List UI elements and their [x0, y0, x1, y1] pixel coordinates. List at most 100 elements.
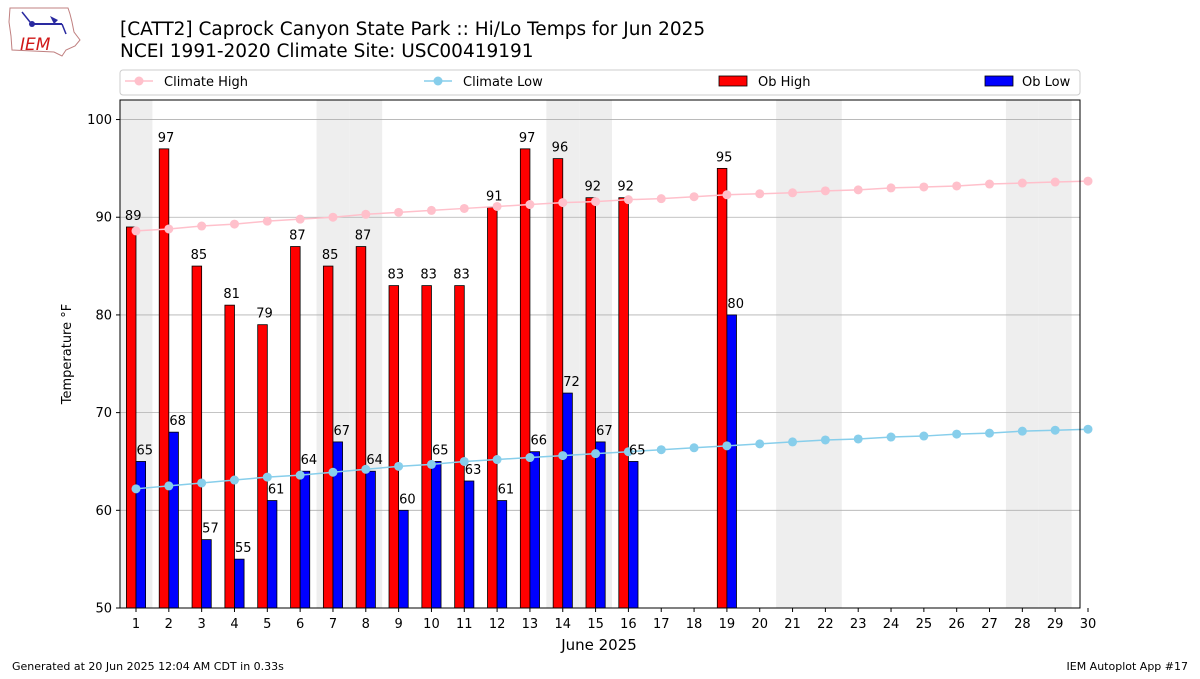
ob-low-bar [332, 441, 343, 609]
x-tick-label: 17 [653, 617, 670, 632]
x-tick-label: 1 [132, 617, 140, 632]
ob-low-value-label: 61 [268, 483, 285, 498]
ob-high-bar [290, 246, 301, 609]
climate-high-point [394, 207, 404, 217]
ob-high-bar [454, 285, 465, 609]
ob-low-value-label: 72 [563, 375, 580, 390]
x-tick-label: 19 [719, 617, 736, 632]
climate-low-point [591, 449, 601, 459]
x-axis-title: June 2025 [560, 636, 637, 654]
chart-title: [CATT2] Caprock Canyon State Park :: Hi/… [120, 19, 705, 40]
ob-low-bar [628, 461, 639, 609]
y-tick-label: 80 [95, 308, 112, 323]
x-tick-label: 7 [329, 617, 337, 632]
ob-high-bar [618, 197, 629, 609]
ob-high-value-label: 89 [125, 209, 142, 224]
ob-low-bar [365, 470, 376, 609]
climate-lines [131, 176, 1093, 494]
x-tick-label: 16 [620, 617, 637, 632]
climate-low-point [623, 447, 633, 457]
climate-high-point [755, 189, 765, 199]
x-tick-label: 9 [394, 617, 402, 632]
x-tick-label: 23 [850, 617, 867, 632]
ob-high-bar [585, 197, 596, 609]
ob-low-bar [135, 461, 147, 609]
bars [126, 148, 737, 609]
climate-high-point [229, 219, 239, 229]
ob-high-value-label: 95 [716, 150, 733, 165]
ob-high-bar [224, 304, 235, 609]
iem-logo: IEM [8, 7, 81, 57]
climate-high-point [853, 185, 863, 195]
climate-high-point [919, 182, 929, 192]
footer-app: IEM Autoplot App #17 [1067, 660, 1189, 673]
ob-high-value-label: 87 [289, 229, 306, 244]
climate-high-point [1050, 177, 1060, 187]
climate-low-point [229, 475, 239, 485]
weekend-band [1038, 100, 1072, 608]
ob-low-value-label: 65 [432, 443, 449, 458]
climate-low-point [131, 484, 141, 494]
ob-high-value-label: 85 [191, 248, 208, 263]
ob-low-value-label: 68 [169, 414, 186, 429]
ob-low-value-label: 65 [137, 443, 154, 458]
x-tick-label: 2 [165, 617, 173, 632]
legend-label: Climate High [164, 75, 248, 90]
ob-high-bar [519, 148, 531, 609]
x-tick-label: 18 [686, 617, 703, 632]
climate-high-point [426, 205, 436, 215]
climate-high-point [262, 216, 272, 226]
climate-low-point [1017, 426, 1027, 436]
climate-low-point [525, 453, 535, 463]
x-tick-label: 14 [554, 617, 571, 632]
ob-low-bar [431, 461, 442, 609]
climate-low-point [558, 451, 568, 461]
climate-high-point [1083, 176, 1093, 186]
ob-low-bar [201, 539, 212, 609]
ob-low-bar [595, 441, 606, 609]
climate-high-point [295, 214, 305, 224]
ob-high-value-label: 83 [420, 268, 437, 283]
ob-low-bar [562, 392, 573, 609]
climate-high-point [656, 194, 666, 204]
x-tick-label: 29 [1047, 617, 1064, 632]
y-axis-title: Temperature °F [60, 304, 75, 405]
climate-high-point [558, 198, 568, 208]
climate-low-point [919, 431, 929, 441]
ob-low-bar [463, 480, 475, 609]
climate-high-point [361, 209, 371, 219]
y-tick-label: 70 [95, 406, 112, 421]
ob-low-bar [496, 500, 508, 609]
ob-low-value-label: 63 [465, 463, 482, 478]
ob-low-bar [398, 509, 409, 609]
climate-low-point [164, 481, 174, 491]
ob-high-bar [322, 265, 334, 609]
ob-low-value-label: 64 [301, 453, 318, 468]
ob-high-value-label: 97 [519, 131, 536, 146]
climate-low-point [886, 432, 896, 442]
ob-high-value-label: 97 [158, 131, 175, 146]
legend-label: Climate Low [463, 75, 543, 90]
climate-high-line [135, 180, 1089, 232]
ob-low-value-label: 55 [235, 541, 252, 556]
ob-low-value-label: 66 [530, 434, 547, 449]
climate-low-point [755, 439, 765, 449]
ob-high-value-label: 85 [322, 248, 339, 263]
ob-high-bar [388, 285, 400, 609]
climate-high-point [492, 201, 502, 211]
climate-high-point [952, 181, 962, 191]
climate-low-marker-icon [433, 76, 443, 86]
chart-subtitle: NCEI 1991-2020 Climate Site: USC00419191 [120, 41, 534, 62]
climate-low-point [328, 467, 338, 477]
climate-low-point [689, 443, 699, 453]
legend: Climate High Climate Low Ob High Ob Low [119, 69, 1081, 96]
ob-high-value-label: 81 [223, 287, 240, 302]
climate-high-point [820, 186, 830, 196]
climate-low-point [492, 455, 502, 465]
ob-high-value-label: 83 [388, 268, 405, 283]
ob-low-bar [726, 314, 737, 609]
ob-high-value-label: 91 [486, 189, 503, 204]
weekend-band [776, 100, 809, 608]
ob-low-value-label: 64 [366, 453, 383, 468]
ob-high-value-label: 96 [552, 141, 569, 156]
